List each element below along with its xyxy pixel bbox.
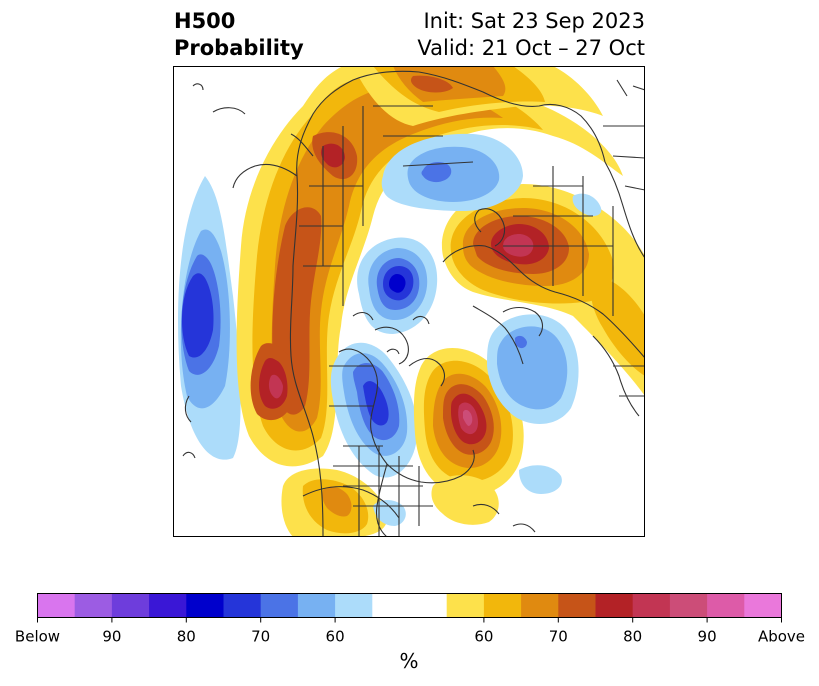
colorbar-cell [372,593,410,618]
colorbar-tick-label: 80 [623,628,642,646]
colorbar-tick-label: 90 [102,628,121,646]
colorbar-cell [260,593,299,618]
valid-range: Valid: 21 Oct – 27 Oct [417,36,645,60]
colorbar-tick-label: 80 [177,628,196,646]
colorbar-cell [37,593,76,618]
colorbar-tick-label: 60 [474,628,493,646]
colorbar-unit: % [399,649,418,673]
colorbar-cell [521,593,559,618]
chart-dates: Init: Sat 23 Sep 2023 Valid: 21 Oct – 27… [417,8,645,62]
colorbar-tick-label: 60 [326,628,345,646]
colorbar-cell [149,593,187,618]
colorbar-cell [297,593,336,618]
colorbar-cell [595,593,634,618]
chart-title: H500 Probability [174,8,304,62]
colorbar-tick-label: 70 [251,628,270,646]
colorbar-cell [409,593,448,618]
colorbar-cell [669,593,708,618]
colorbar: Below 90 80 70 60 60 70 80 90 Above % [15,593,805,673]
arctic-below-anomaly [381,133,523,211]
central-arctic-below-anomaly [357,237,438,334]
colorbar-cell [74,593,113,618]
colorbar-tick-label: Below [15,628,60,646]
colorbar-frame [37,593,782,618]
init-date: Init: Sat 23 Sep 2023 [423,9,645,33]
colorbar-cell [111,593,150,618]
colorbar-tick-label: Above [758,628,805,646]
colorbar-ticks: Below 90 80 70 60 60 70 80 90 Above [15,617,805,646]
colorbar-cell [223,593,262,618]
colorbar-tick-label: 90 [698,628,717,646]
colorbar-tick-label: 70 [549,628,568,646]
siberia-above-anomaly [353,66,603,126]
north-pacific-below-anomaly [178,176,241,460]
colorbar-cell [335,593,373,618]
colorbar-cell [186,593,224,618]
coastlines-borders [182,70,645,537]
colorbar-cell [707,593,745,618]
colorbar-cell [483,593,522,618]
colorbar-cells [37,593,782,618]
title-variable: H500 [174,9,236,33]
atlantic-below-anomaly [487,193,602,424]
hudson-bay-below-anomaly [330,342,418,478]
colorbar-cell [744,593,782,618]
title-subtitle: Probability [174,36,304,60]
colorbar-cell [446,593,485,618]
colorbar-cell [632,593,671,618]
western-russia-above-anomaly [441,184,645,396]
colorbar-cell [558,593,596,618]
map-frame [173,66,645,537]
probability-map [173,66,645,537]
